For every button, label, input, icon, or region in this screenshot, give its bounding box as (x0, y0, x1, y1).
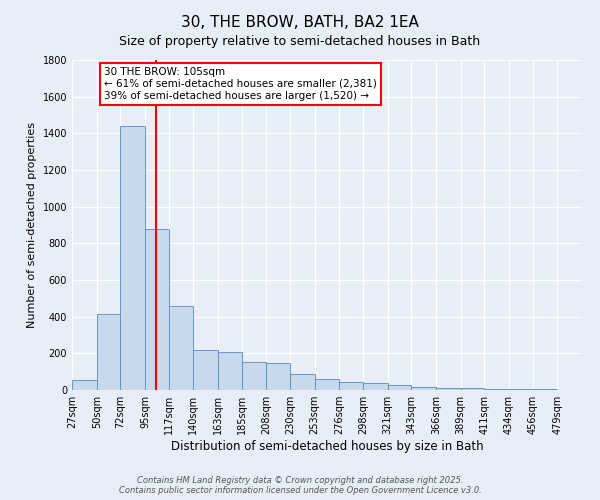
Bar (145, 228, 169, 390)
Bar (363, 383, 388, 390)
Bar (121, 126, 145, 390)
Text: 30, THE BROW, BATH, BA2 1EA: 30, THE BROW, BATH, BA2 1EA (181, 15, 419, 30)
Bar (436, 388, 461, 390)
Bar (388, 385, 411, 390)
Text: Size of property relative to semi-detached houses in Bath: Size of property relative to semi-detach… (119, 35, 481, 48)
Text: Contains HM Land Registry data © Crown copyright and database right 2025.
Contai: Contains HM Land Registry data © Crown c… (119, 476, 481, 495)
Bar (509, 388, 533, 390)
Bar (218, 352, 242, 390)
Bar (290, 374, 314, 390)
Bar (266, 364, 290, 390)
Bar (411, 386, 436, 390)
Bar (484, 389, 509, 390)
Bar (97, 314, 121, 390)
Bar (314, 379, 340, 390)
Bar (242, 362, 266, 390)
Bar (461, 388, 484, 390)
Bar (193, 350, 218, 390)
X-axis label: Distribution of semi-detached houses by size in Bath: Distribution of semi-detached houses by … (170, 440, 484, 453)
Bar (169, 306, 193, 390)
Y-axis label: Number of semi-detached properties: Number of semi-detached properties (27, 122, 37, 328)
Bar (72, 380, 97, 390)
Bar (340, 382, 363, 390)
Text: 30 THE BROW: 105sqm
← 61% of semi-detached houses are smaller (2,381)
39% of sem: 30 THE BROW: 105sqm ← 61% of semi-detach… (104, 68, 377, 100)
